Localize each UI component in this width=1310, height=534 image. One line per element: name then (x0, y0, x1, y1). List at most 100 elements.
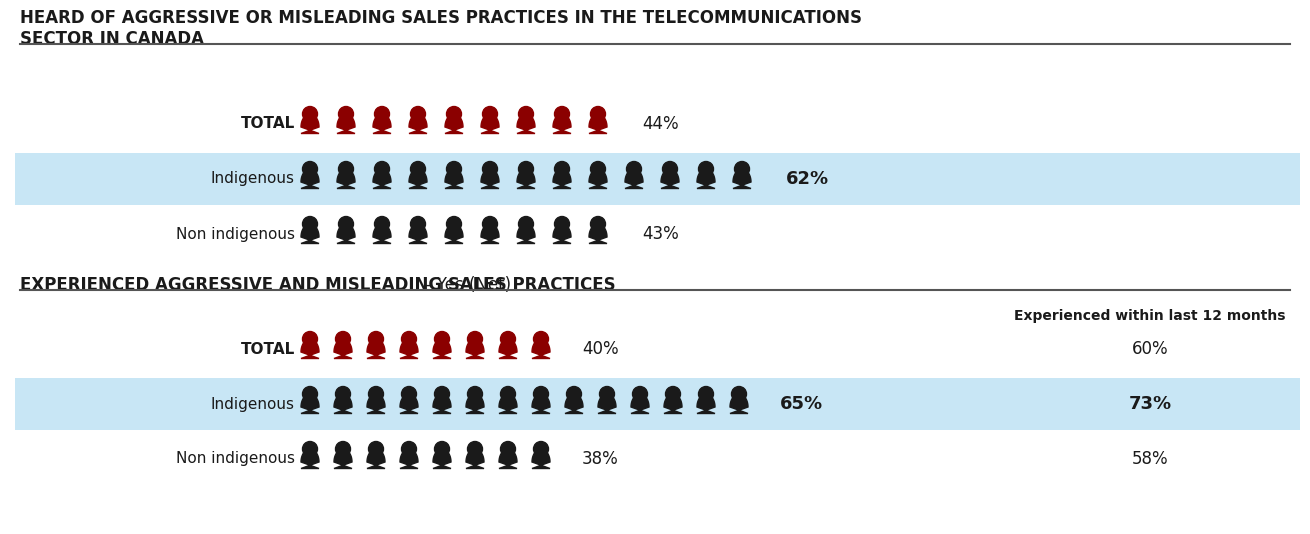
Polygon shape (301, 224, 320, 244)
Polygon shape (590, 224, 607, 244)
Polygon shape (409, 114, 427, 134)
Polygon shape (445, 224, 462, 244)
Polygon shape (367, 394, 385, 413)
Circle shape (665, 387, 680, 402)
Polygon shape (532, 339, 550, 358)
Polygon shape (466, 394, 483, 413)
Polygon shape (434, 449, 451, 468)
Polygon shape (631, 394, 648, 413)
Text: 38%: 38% (582, 450, 618, 468)
Text: TOTAL: TOTAL (241, 342, 295, 357)
Polygon shape (400, 339, 418, 358)
Circle shape (554, 106, 570, 122)
Circle shape (303, 442, 317, 457)
Circle shape (410, 161, 426, 177)
Circle shape (482, 216, 498, 232)
Circle shape (698, 387, 714, 402)
Polygon shape (662, 169, 679, 189)
Polygon shape (400, 394, 418, 413)
Circle shape (533, 387, 549, 402)
Polygon shape (697, 394, 715, 413)
Polygon shape (664, 394, 683, 413)
Text: 43%: 43% (642, 225, 679, 243)
Polygon shape (466, 339, 483, 358)
Circle shape (633, 387, 647, 402)
Polygon shape (517, 114, 534, 134)
Polygon shape (517, 224, 534, 244)
Circle shape (410, 106, 426, 122)
Circle shape (435, 387, 449, 402)
Circle shape (731, 387, 747, 402)
Circle shape (482, 106, 498, 122)
Polygon shape (481, 224, 499, 244)
Polygon shape (597, 394, 616, 413)
Circle shape (435, 442, 449, 457)
Circle shape (303, 216, 317, 232)
Polygon shape (367, 339, 385, 358)
Polygon shape (590, 169, 607, 189)
Circle shape (335, 387, 351, 402)
Text: HEARD OF AGGRESSIVE OR MISLEADING SALES PRACTICES IN THE TELECOMMUNICATIONS: HEARD OF AGGRESSIVE OR MISLEADING SALES … (20, 9, 862, 27)
Circle shape (500, 332, 516, 347)
Text: TOTAL: TOTAL (241, 116, 295, 131)
Polygon shape (734, 169, 751, 189)
Polygon shape (409, 224, 427, 244)
Circle shape (482, 161, 498, 177)
Circle shape (519, 216, 533, 232)
Polygon shape (445, 114, 462, 134)
Circle shape (447, 161, 461, 177)
Circle shape (303, 387, 317, 402)
Polygon shape (625, 169, 643, 189)
Circle shape (533, 332, 549, 347)
Circle shape (401, 332, 417, 347)
Polygon shape (337, 224, 355, 244)
Circle shape (375, 106, 389, 122)
Text: Indigenous: Indigenous (211, 171, 295, 186)
Circle shape (303, 332, 317, 347)
Circle shape (401, 387, 417, 402)
Polygon shape (334, 339, 352, 358)
Polygon shape (499, 339, 517, 358)
Circle shape (591, 161, 605, 177)
Circle shape (468, 332, 482, 347)
Polygon shape (373, 169, 390, 189)
Polygon shape (337, 169, 355, 189)
Polygon shape (445, 169, 462, 189)
Polygon shape (301, 339, 320, 358)
Circle shape (303, 161, 317, 177)
Polygon shape (517, 169, 534, 189)
Text: 58%: 58% (1132, 450, 1169, 468)
Circle shape (303, 106, 317, 122)
Polygon shape (409, 169, 427, 189)
Circle shape (468, 387, 482, 402)
Polygon shape (301, 114, 320, 134)
Circle shape (533, 442, 549, 457)
Polygon shape (532, 394, 550, 413)
Polygon shape (301, 169, 320, 189)
Circle shape (368, 442, 384, 457)
Circle shape (626, 161, 642, 177)
Circle shape (410, 216, 426, 232)
FancyBboxPatch shape (14, 378, 1300, 430)
Circle shape (735, 161, 749, 177)
Circle shape (368, 332, 384, 347)
Polygon shape (499, 394, 517, 413)
Polygon shape (434, 394, 451, 413)
Polygon shape (373, 224, 390, 244)
Circle shape (338, 216, 354, 232)
Circle shape (600, 387, 614, 402)
Circle shape (519, 161, 533, 177)
Text: 65%: 65% (779, 395, 823, 413)
Polygon shape (337, 114, 355, 134)
Circle shape (338, 106, 354, 122)
Polygon shape (400, 449, 418, 468)
Polygon shape (553, 169, 571, 189)
Polygon shape (532, 449, 550, 468)
Text: 62%: 62% (786, 170, 829, 188)
Text: SECTOR IN CANADA: SECTOR IN CANADA (20, 30, 204, 48)
Polygon shape (499, 449, 517, 468)
Polygon shape (301, 394, 320, 413)
Text: – Yes (Net): – Yes (Net) (418, 276, 511, 294)
Circle shape (447, 106, 461, 122)
Circle shape (435, 332, 449, 347)
